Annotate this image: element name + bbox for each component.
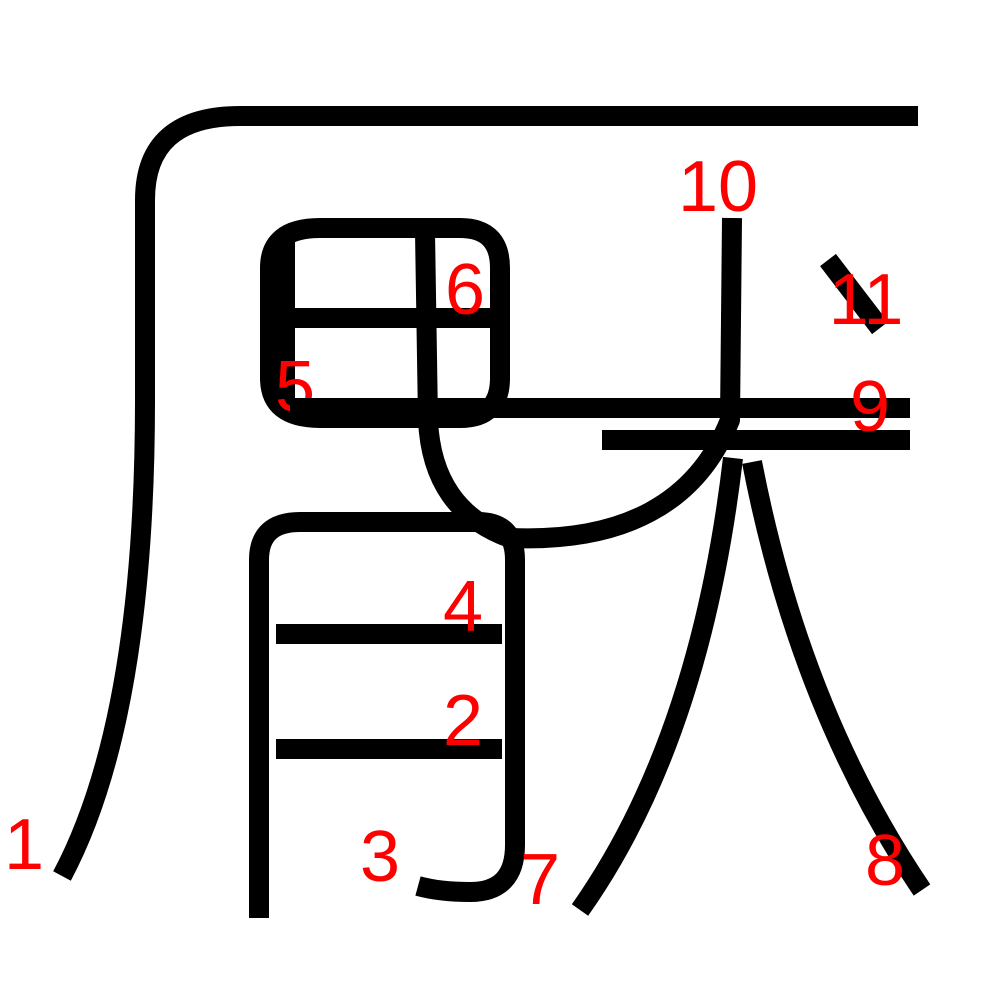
stroke-number-7: 7 bbox=[520, 840, 560, 920]
stroke-number-10: 10 bbox=[678, 147, 758, 227]
stroke-4: 4 bbox=[276, 567, 502, 647]
stroke-left-falling bbox=[571, 456, 743, 916]
stroke-number-11: 11 bbox=[829, 260, 904, 340]
stroke-number-9: 9 bbox=[850, 367, 890, 447]
stroke-3: 3 bbox=[360, 817, 400, 897]
stroke-number-1: 1 bbox=[4, 805, 44, 885]
stroke-8-path bbox=[742, 460, 931, 896]
stroke-1-path bbox=[53, 106, 918, 881]
stroke-number-4: 4 bbox=[443, 567, 483, 647]
stroke-6: 6 bbox=[290, 250, 500, 330]
stroke-sweep-path bbox=[415, 217, 742, 549]
stroke-number-2: 2 bbox=[443, 681, 483, 761]
stroke-number-8: 8 bbox=[865, 821, 905, 901]
stroke-7-path bbox=[249, 512, 525, 918]
stroke-11: 11 bbox=[820, 253, 904, 340]
stroke-11-path bbox=[820, 253, 888, 335]
stroke-8: 8 bbox=[742, 460, 931, 901]
stroke-7: 7 bbox=[249, 512, 560, 920]
stroke-9: 9 bbox=[290, 367, 910, 450]
stroke-2: 2 bbox=[276, 681, 502, 761]
stroke-sweep bbox=[415, 217, 742, 549]
stroke-10: 10 bbox=[678, 147, 758, 227]
stroke-number-6: 6 bbox=[445, 250, 485, 330]
stroke-left-falling-path bbox=[571, 456, 743, 916]
stroke-number-3: 3 bbox=[360, 817, 400, 897]
stroke-1: 1 bbox=[4, 106, 918, 885]
